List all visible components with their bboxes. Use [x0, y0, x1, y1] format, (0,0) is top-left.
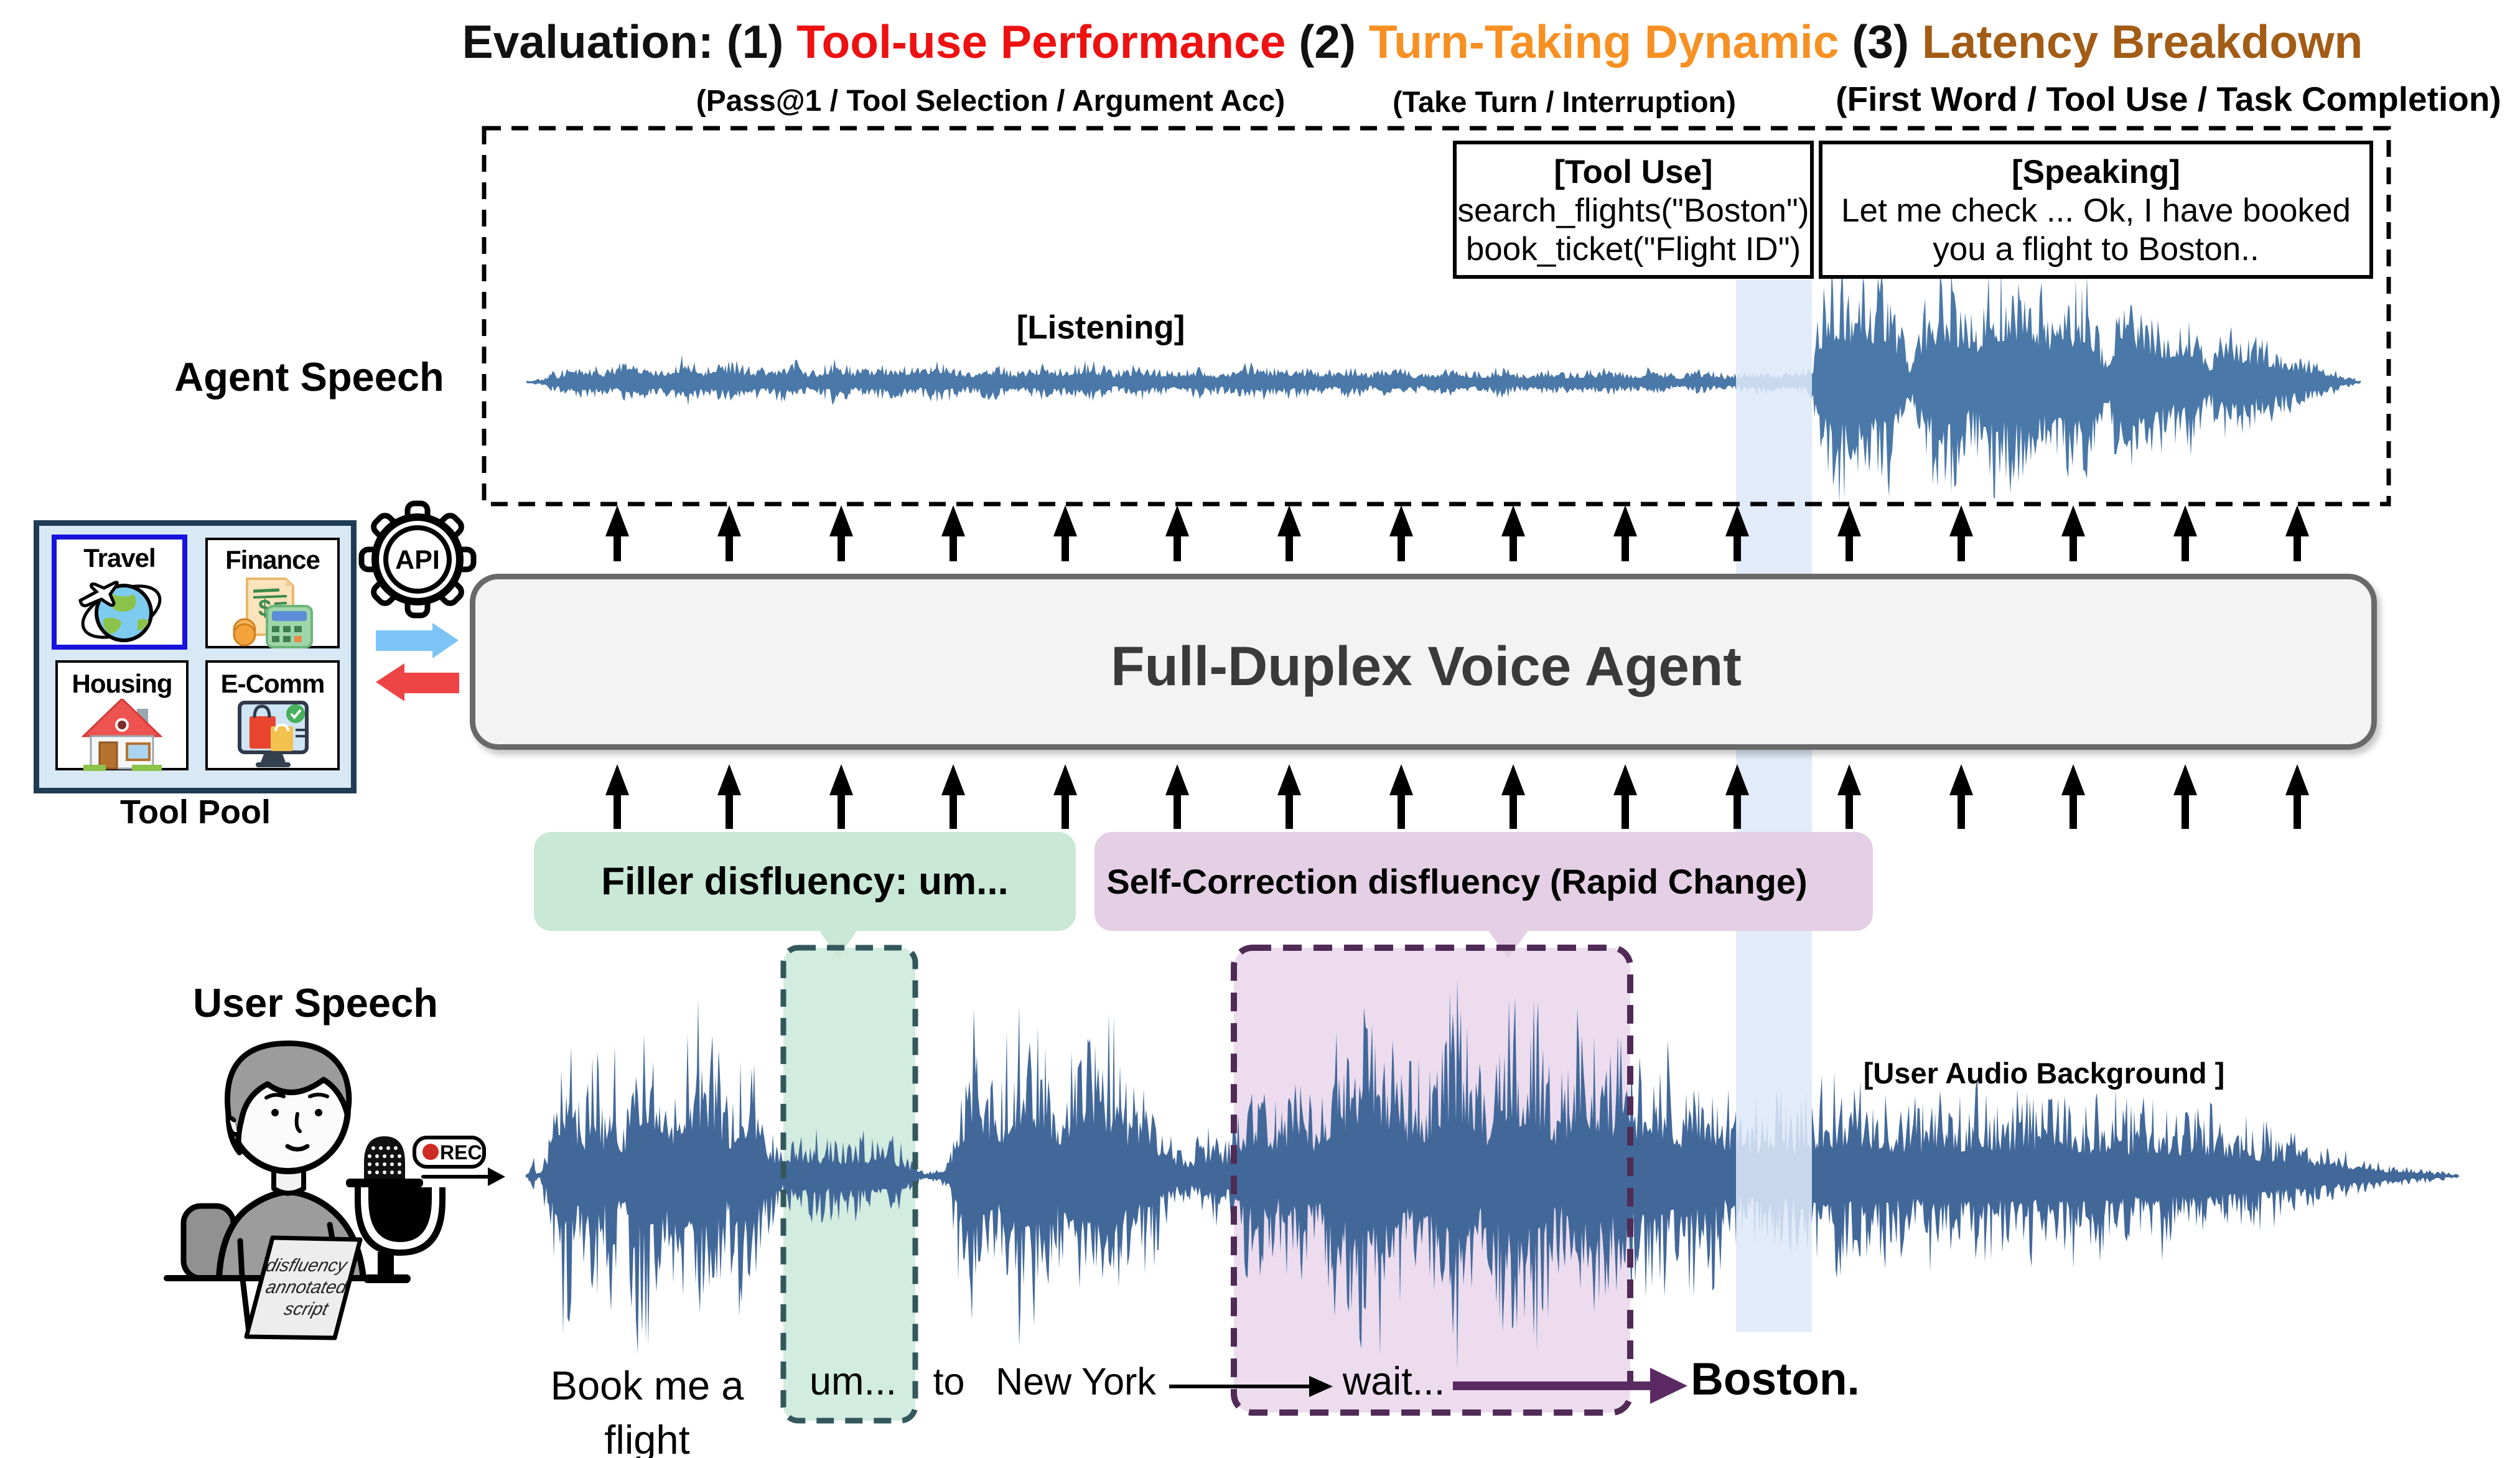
- svg-text:script: script: [282, 1299, 332, 1319]
- svg-text:disfluency: disfluency: [264, 1255, 351, 1275]
- svg-text:REC: REC: [440, 1141, 482, 1164]
- svg-text:annotated: annotated: [264, 1277, 350, 1297]
- svg-text:API: API: [395, 545, 440, 575]
